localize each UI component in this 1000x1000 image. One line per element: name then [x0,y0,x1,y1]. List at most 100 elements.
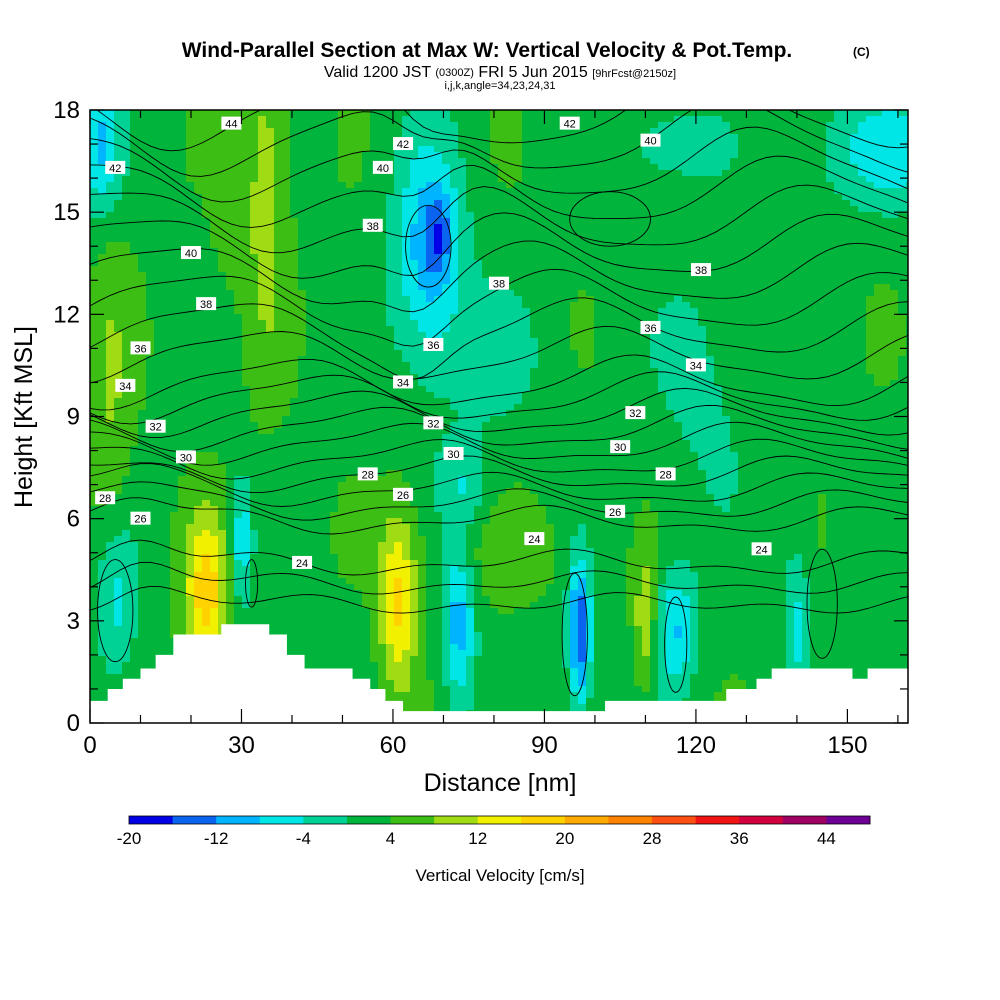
field-cell [106,674,115,681]
field-cell [298,434,307,441]
field-cell [378,248,387,255]
field-cell [362,368,371,375]
field-cell [282,446,291,453]
field-cell [154,326,163,333]
field-cell [410,386,419,393]
field-cell [298,332,307,339]
field-cell [122,398,131,405]
field-cell [418,518,427,525]
field-cell [154,302,163,309]
field-cell [426,296,435,303]
field-cell [314,572,323,579]
field-cell [346,530,355,537]
field-cell [266,272,275,279]
field-cell [394,170,403,177]
field-cell [410,242,419,249]
field-cell [274,140,283,147]
field-cell [434,620,443,627]
field-cell [130,560,139,567]
field-cell [258,404,267,411]
field-cell [394,518,403,525]
field-cell [250,176,259,183]
field-cell [418,590,427,597]
field-cell [122,554,131,561]
field-cell [402,110,411,117]
field-cell [458,200,467,207]
field-cell [98,194,107,201]
field-cell [290,158,299,165]
field-cell [290,536,299,543]
field-cell [146,530,155,537]
field-cell [274,206,283,213]
field-cell [202,590,211,597]
field-cell [178,230,187,237]
field-cell [418,494,427,501]
field-cell [138,116,147,123]
field-cell [314,542,323,549]
field-cell [466,530,475,537]
field-cell [274,170,283,177]
field-cell [114,644,123,651]
field-cell [98,452,107,459]
field-cell [154,194,163,201]
field-cell [426,470,435,477]
field-cell [162,524,171,531]
field-cell [442,290,451,297]
field-cell [162,512,171,519]
field-cell [450,608,459,615]
field-cell [242,146,251,153]
field-cell [282,608,291,615]
field-cell [162,176,171,183]
field-cell [314,266,323,273]
field-cell [274,554,283,561]
field-cell [290,284,299,291]
field-cell [114,650,123,657]
field-cell [242,194,251,201]
field-cell [370,494,379,501]
field-cell [450,632,459,639]
field-cell [194,362,203,369]
field-cell [474,236,483,243]
field-cell [242,350,251,357]
field-cell [434,644,443,651]
field-cell [434,452,443,459]
field-cell [394,122,403,129]
field-cell [378,428,387,435]
field-cell [266,428,275,435]
field-cell [90,320,99,327]
field-cell [426,170,435,177]
field-cell [258,146,267,153]
field-cell [322,368,331,375]
field-cell [130,404,139,411]
field-cell [450,404,459,411]
field-cell [146,386,155,393]
field-cell [202,194,211,201]
field-cell [442,200,451,207]
field-cell [202,398,211,405]
field-cell [114,176,123,183]
field-cell [234,290,243,297]
field-cell [370,560,379,567]
field-cell [338,494,347,501]
field-cell [354,338,363,345]
field-cell [394,626,403,633]
field-cell [466,338,475,345]
field-cell [394,188,403,195]
field-cell [370,578,379,585]
field-cell [178,506,187,513]
field-cell [130,140,139,147]
field-cell [218,212,227,219]
field-cell [218,554,227,561]
field-cell [98,212,107,219]
field-cell [186,122,195,129]
field-cell [466,632,475,639]
field-cell [290,614,299,621]
field-cell [306,404,315,411]
field-cell [234,200,243,207]
field-cell [426,458,435,465]
field-cell [218,524,227,531]
field-cell [298,374,307,381]
field-cell [234,392,243,399]
field-cell [298,542,307,549]
field-cell [402,404,411,411]
